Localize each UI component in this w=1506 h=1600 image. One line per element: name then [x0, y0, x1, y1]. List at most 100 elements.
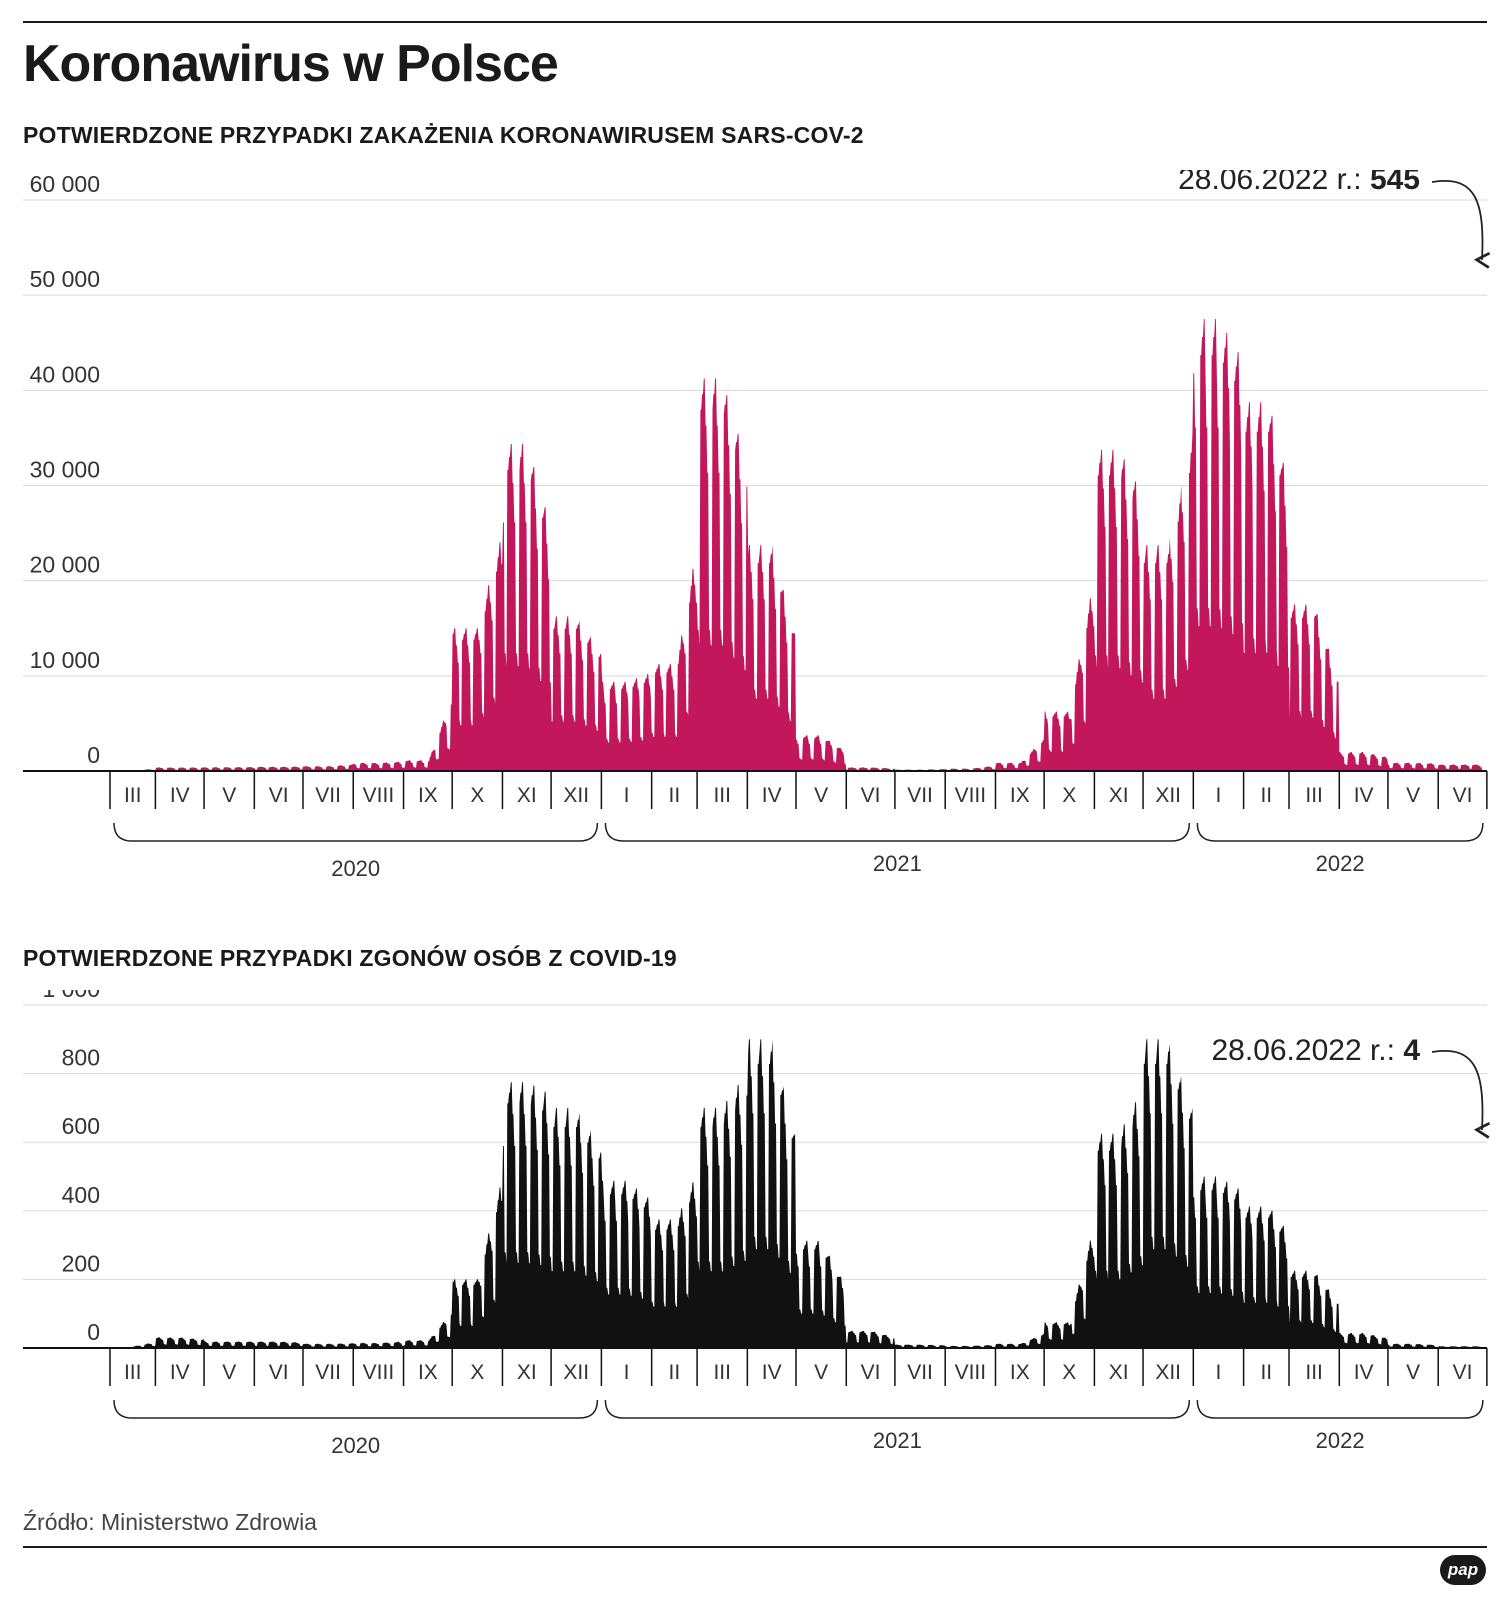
deaths-month-label: VI — [861, 1361, 881, 1384]
cases-ytick-label: 20 000 — [30, 552, 100, 578]
cases-month-label: VII — [315, 784, 341, 807]
cases-annotation-date: 28.06.2022 r.: — [1178, 170, 1370, 196]
cases-ytick-label: 0 — [87, 742, 100, 768]
deaths-month-label: IX — [1010, 1361, 1030, 1384]
deaths-ytick-label: 1 000 — [42, 990, 100, 1002]
deaths-month-label: VI — [1453, 1361, 1473, 1384]
deaths-ytick-label: 200 — [62, 1250, 100, 1276]
deaths-chart-title: POTWIERDZONE PRZYPADKI ZGONÓW OSÓB Z COV… — [23, 945, 677, 971]
deaths-month-label: V — [1406, 1361, 1420, 1384]
deaths-month-label: V — [222, 1361, 236, 1384]
deaths-month-label: VIII — [955, 1361, 987, 1384]
deaths-month-label: II — [669, 1361, 681, 1384]
deaths-chart: 02004006008001 000 IIIIVVVIVIIVIIIIXXXIX… — [23, 990, 1491, 1458]
cases-year-bracket — [113, 822, 599, 842]
deaths-year-label: 2021 — [873, 1428, 922, 1453]
cases-month-label: III — [713, 784, 731, 807]
deaths-month-label: IX — [418, 1361, 438, 1384]
deaths-month-label: III — [713, 1361, 731, 1384]
cases-month-label: XII — [1155, 784, 1181, 807]
cases-month-label: I — [1216, 784, 1222, 807]
deaths-month-label: IV — [762, 1361, 782, 1384]
deaths-annotation-text: 28.06.2022 r.: 4 — [1211, 1034, 1420, 1067]
cases-month-label: VI — [269, 784, 289, 807]
cases-year-bracket — [1196, 822, 1484, 842]
cases-chart-title: POTWIERDZONE PRZYPADKI ZAKAŻENIA KORONAW… — [23, 122, 864, 148]
pap-logo: pap — [1440, 1555, 1486, 1585]
deaths-month-label: III — [124, 1361, 142, 1384]
deaths-year-bracket — [113, 1399, 599, 1419]
deaths-ytick-label: 0 — [87, 1319, 100, 1345]
cases-ytick-label: 50 000 — [30, 266, 100, 292]
deaths-month-label: XI — [517, 1361, 537, 1384]
cases-month-label: VI — [1453, 784, 1473, 807]
deaths-year-label: 2022 — [1316, 1428, 1365, 1453]
deaths-annotation-value: 4 — [1403, 1034, 1420, 1067]
cases-month-label: X — [470, 784, 484, 807]
cases-annotation-value: 545 — [1370, 170, 1420, 196]
cases-ytick-label: 60 000 — [30, 171, 100, 197]
cases-month-label: VII — [907, 784, 933, 807]
deaths-annotation-arrow — [1431, 1050, 1491, 1139]
deaths-month-label: VIII — [363, 1361, 395, 1384]
deaths-month-label: XI — [1109, 1361, 1129, 1384]
cases-month-label: V — [1406, 784, 1420, 807]
cases-month-label: VI — [861, 784, 881, 807]
deaths-month-label: XII — [563, 1361, 589, 1384]
cases-month-label: III — [124, 784, 142, 807]
cases-annotation-arrow — [1431, 180, 1491, 269]
deaths-ytick-label: 400 — [62, 1182, 100, 1208]
deaths-area-series — [110, 1039, 1482, 1348]
cases-month-label: III — [1305, 784, 1323, 807]
deaths-month-label: I — [624, 1361, 630, 1384]
cases-ytick-label: 10 000 — [30, 647, 100, 673]
cases-month-label: X — [1062, 784, 1076, 807]
deaths-month-label: V — [814, 1361, 828, 1384]
cases-month-label: IV — [762, 784, 782, 807]
cases-year-bracket — [604, 822, 1191, 842]
cases-year-label: 2022 — [1316, 851, 1365, 876]
bottom-rule — [23, 1546, 1487, 1548]
deaths-ytick-label: 800 — [62, 1045, 100, 1071]
cases-month-label: IX — [418, 784, 438, 807]
deaths-year-label: 2020 — [331, 1433, 380, 1458]
cases-month-label: XI — [517, 784, 537, 807]
cases-area-series — [110, 319, 1482, 771]
cases-month-label: IX — [1010, 784, 1030, 807]
cases-month-label: VIII — [955, 784, 987, 807]
cases-month-label: VIII — [363, 784, 395, 807]
cases-ytick-label: 40 000 — [30, 361, 100, 387]
cases-year-label: 2020 — [331, 856, 380, 881]
cases-month-label: I — [624, 784, 630, 807]
cases-month-label: II — [669, 784, 681, 807]
deaths-month-label: VI — [269, 1361, 289, 1384]
source-note: Źródło: Ministerstwo Zdrowia — [23, 1509, 317, 1535]
deaths-month-label: VII — [907, 1361, 933, 1384]
deaths-annotation-date: 28.06.2022 r.: — [1211, 1034, 1403, 1067]
deaths-month-label: IV — [1354, 1361, 1374, 1384]
deaths-ytick-label: 600 — [62, 1113, 100, 1139]
deaths-month-label: IV — [170, 1361, 190, 1384]
cases-month-label: IV — [1354, 784, 1374, 807]
top-rule — [23, 21, 1487, 23]
cases-year-label: 2021 — [873, 851, 922, 876]
deaths-month-label: XII — [1155, 1361, 1181, 1384]
deaths-month-label: III — [1305, 1361, 1323, 1384]
cases-month-label: XII — [563, 784, 589, 807]
deaths-month-label: VII — [315, 1361, 341, 1384]
page-title: Koronawirus w Polsce — [23, 35, 559, 93]
cases-month-label: XI — [1109, 784, 1129, 807]
deaths-month-label: I — [1216, 1361, 1222, 1384]
deaths-year-bracket — [604, 1399, 1191, 1419]
deaths-month-label: X — [1062, 1361, 1076, 1384]
cases-month-label: II — [1260, 784, 1272, 807]
cases-ytick-label: 30 000 — [30, 457, 100, 483]
cases-month-label: IV — [170, 784, 190, 807]
deaths-month-label: II — [1260, 1361, 1272, 1384]
cases-annotation-text: 28.06.2022 r.: 545 — [1178, 170, 1420, 196]
deaths-year-bracket — [1196, 1399, 1484, 1419]
cases-month-label: V — [814, 784, 828, 807]
deaths-month-label: X — [470, 1361, 484, 1384]
cases-month-label: V — [222, 784, 236, 807]
